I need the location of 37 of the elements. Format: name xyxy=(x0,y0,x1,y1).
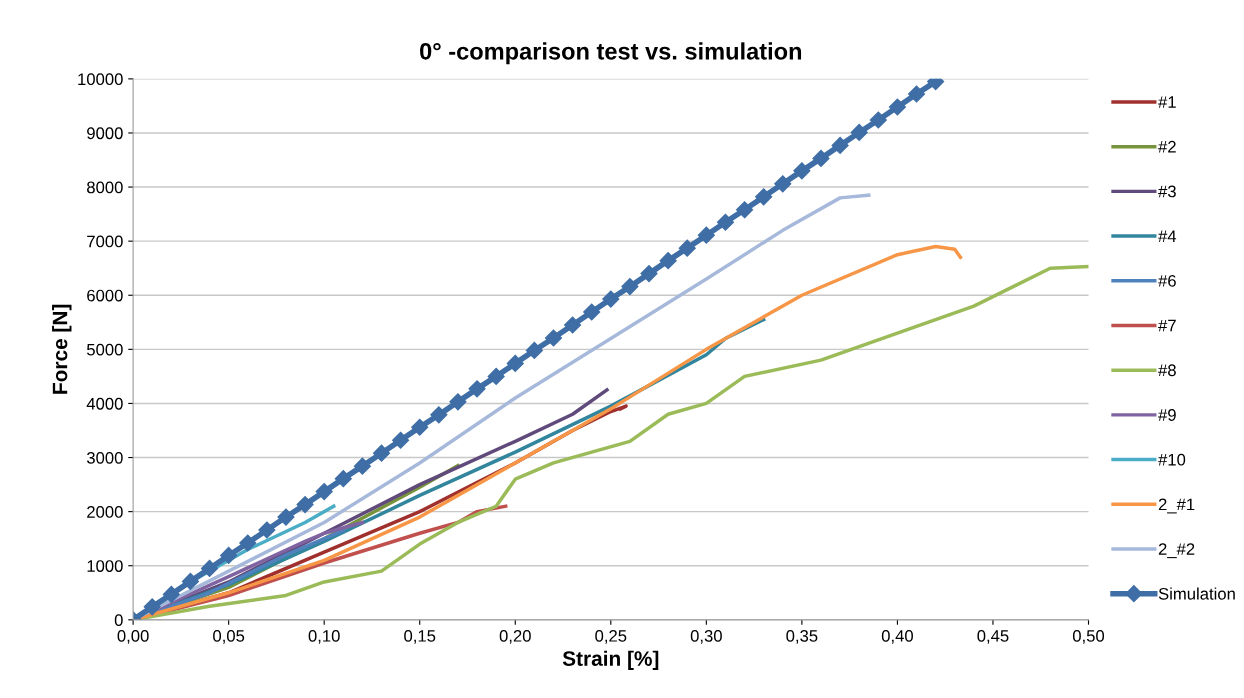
legend-label: #9 xyxy=(1158,409,1176,421)
x-tick-label: 0,30 xyxy=(690,629,722,644)
y-tick-label: 3000 xyxy=(86,451,123,464)
x-tick-label: 0,50 xyxy=(1072,629,1105,644)
legend-label: #10 xyxy=(1158,453,1186,466)
y-axis-title: Force [N] xyxy=(52,304,72,394)
y-tick-label: 10000 xyxy=(78,73,123,86)
x-tick-label: 0,35 xyxy=(786,629,818,644)
y-tick-label: 5000 xyxy=(86,343,123,356)
legend-label: #6 xyxy=(1158,274,1176,287)
x-tick-label: 0,25 xyxy=(595,629,627,644)
y-tick-label: 8000 xyxy=(87,181,123,194)
legend-label: #8 xyxy=(1158,364,1176,377)
y-tick-label: 9000 xyxy=(87,127,123,140)
legend-label: #4 xyxy=(1158,230,1177,242)
x-tick-label: 0,00 xyxy=(117,629,149,644)
legend-label: Simulation xyxy=(1158,587,1235,600)
legend-label: 2_#2 xyxy=(1158,543,1195,559)
y-tick-label: 1000 xyxy=(87,560,123,572)
y-tick-label: 6000 xyxy=(87,289,123,302)
y-tick-label: 4000 xyxy=(86,397,123,410)
x-tick-label: 0,05 xyxy=(213,629,245,644)
x-tick-label: 0,40 xyxy=(881,629,913,644)
x-tick-label: 0,45 xyxy=(977,629,1009,644)
legend-label: #2 xyxy=(1158,140,1176,153)
y-tick-label: 7000 xyxy=(87,235,123,248)
y-tick-label: 2000 xyxy=(87,506,123,518)
legend-label: #1 xyxy=(1158,96,1176,108)
legend-label: 2_#1 xyxy=(1158,498,1195,514)
x-tick-label: 0,10 xyxy=(308,629,340,644)
legend-label: #3 xyxy=(1158,185,1176,198)
y-tick-label: 0 xyxy=(114,614,123,627)
chart-title: 0° -comparison test vs. simulation xyxy=(420,42,802,65)
x-tick-label: 0,20 xyxy=(499,629,531,644)
x-axis-title: Strain [%] xyxy=(562,650,659,671)
legend-label: #7 xyxy=(1158,319,1176,332)
x-tick-label: 0,15 xyxy=(404,629,436,644)
